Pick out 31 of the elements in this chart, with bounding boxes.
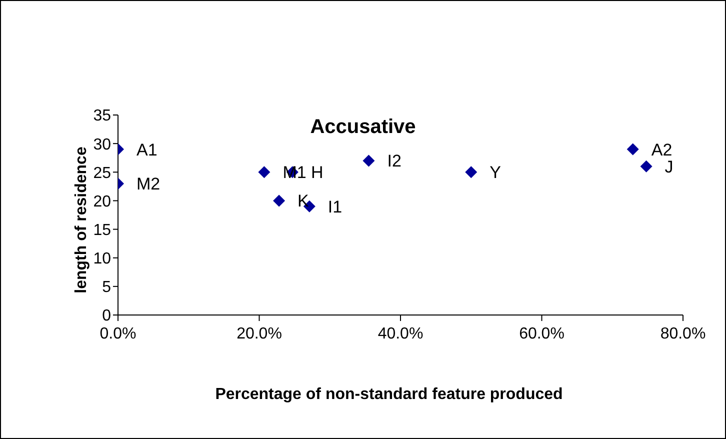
y-tick-label: 15 (93, 222, 112, 239)
data-label: Y (490, 163, 501, 182)
point (640, 160, 652, 172)
x-tick-label: 80.0% (660, 325, 706, 342)
data-label: A1 (136, 140, 158, 160)
point (273, 194, 286, 207)
data-label: J (664, 157, 674, 176)
y-tick-label: 20 (93, 193, 112, 210)
y-tick-label: 0 (102, 308, 112, 325)
data-label: I1 (328, 197, 342, 216)
data-label: A2 (651, 140, 672, 160)
data-label: I2 (387, 152, 402, 171)
data-label: M2 (136, 174, 160, 194)
y-tick-label: 25 (93, 164, 112, 182)
y-tick-label: 35 (93, 108, 112, 125)
x-tick-label: 20.0% (236, 325, 282, 342)
x-tick-label: 40.0% (378, 325, 424, 342)
y-tick-label: 5 (102, 279, 112, 296)
x-axis-title: Percentage of non-standard feature produced (214, 386, 564, 404)
x-tick-label: 0.0% (100, 325, 136, 342)
point (362, 154, 375, 167)
data-label: H (310, 163, 324, 182)
point (465, 166, 478, 178)
y-tick-label: 30 (93, 136, 112, 154)
point (626, 143, 639, 156)
point (258, 166, 270, 178)
x-tick-label: 60.0% (519, 325, 564, 342)
data-label: K (298, 192, 310, 211)
y-tick-label: 10 (93, 250, 112, 268)
chart-title: Accusative (310, 116, 416, 138)
y-axis-title: length of residence (73, 146, 91, 294)
